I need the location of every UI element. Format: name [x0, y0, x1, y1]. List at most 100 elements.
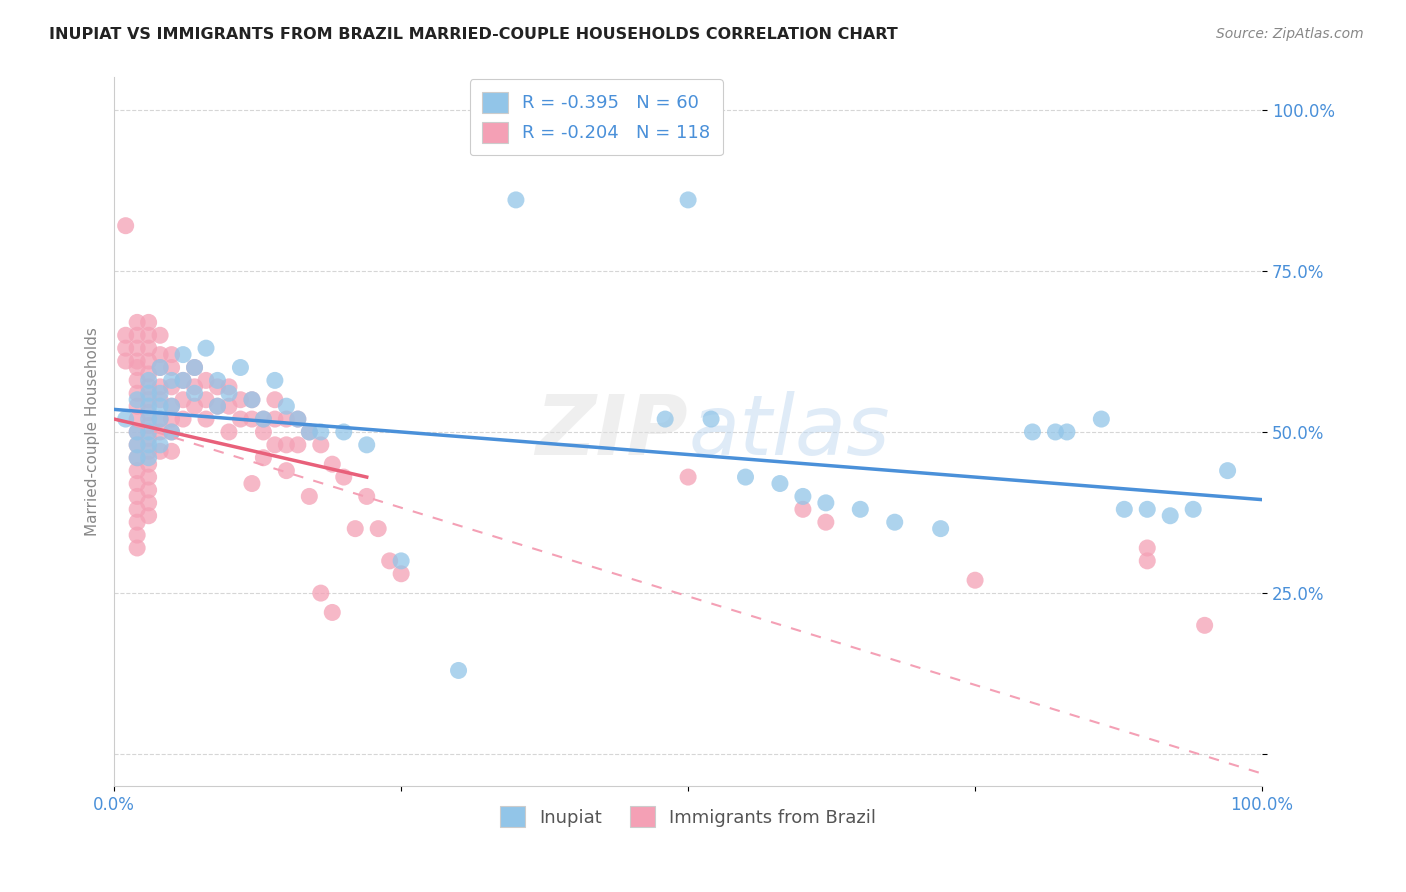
- Point: [160, 373, 183, 387]
- Point: [1136, 502, 1159, 516]
- Point: [264, 412, 287, 426]
- Point: [138, 399, 160, 413]
- Point: [127, 425, 149, 439]
- Point: [138, 457, 160, 471]
- Point: [172, 412, 194, 426]
- Point: [127, 464, 149, 478]
- Point: [1216, 464, 1239, 478]
- Point: [252, 450, 274, 465]
- Point: [138, 438, 160, 452]
- Point: [127, 425, 149, 439]
- Point: [138, 425, 160, 439]
- Point: [160, 412, 183, 426]
- Point: [676, 193, 699, 207]
- Point: [138, 483, 160, 497]
- Point: [229, 412, 252, 426]
- Point: [883, 515, 905, 529]
- Text: ZIP: ZIP: [536, 392, 688, 473]
- Point: [195, 373, 218, 387]
- Point: [127, 386, 149, 401]
- Point: [367, 522, 389, 536]
- Point: [183, 360, 205, 375]
- Point: [172, 373, 194, 387]
- Point: [183, 386, 205, 401]
- Point: [276, 412, 298, 426]
- Point: [138, 386, 160, 401]
- Point: [676, 470, 699, 484]
- Point: [240, 412, 263, 426]
- Point: [183, 360, 205, 375]
- Point: [734, 470, 756, 484]
- Point: [389, 566, 412, 581]
- Point: [229, 360, 252, 375]
- Point: [1090, 412, 1112, 426]
- Point: [814, 515, 837, 529]
- Point: [149, 412, 172, 426]
- Point: [172, 373, 194, 387]
- Point: [149, 348, 172, 362]
- Point: [207, 373, 229, 387]
- Point: [769, 476, 792, 491]
- Point: [1182, 502, 1205, 516]
- Point: [298, 425, 321, 439]
- Point: [183, 399, 205, 413]
- Point: [309, 425, 332, 439]
- Point: [138, 392, 160, 407]
- Point: [149, 360, 172, 375]
- Point: [127, 476, 149, 491]
- Point: [252, 412, 274, 426]
- Point: [127, 490, 149, 504]
- Point: [1159, 508, 1181, 523]
- Point: [160, 380, 183, 394]
- Point: [138, 496, 160, 510]
- Point: [207, 399, 229, 413]
- Point: [218, 380, 240, 394]
- Point: [160, 348, 183, 362]
- Point: [207, 380, 229, 394]
- Point: [195, 341, 218, 355]
- Point: [378, 554, 401, 568]
- Legend: Inupiat, Immigrants from Brazil: Inupiat, Immigrants from Brazil: [492, 799, 883, 834]
- Point: [149, 392, 172, 407]
- Point: [218, 386, 240, 401]
- Point: [240, 392, 263, 407]
- Point: [138, 444, 160, 458]
- Point: [792, 490, 814, 504]
- Point: [183, 380, 205, 394]
- Point: [1136, 541, 1159, 555]
- Point: [114, 341, 136, 355]
- Point: [1194, 618, 1216, 632]
- Point: [218, 425, 240, 439]
- Point: [127, 528, 149, 542]
- Point: [114, 328, 136, 343]
- Point: [287, 412, 309, 426]
- Point: [218, 399, 240, 413]
- Point: [654, 412, 676, 426]
- Point: [114, 219, 136, 233]
- Point: [138, 508, 160, 523]
- Point: [240, 476, 263, 491]
- Point: [149, 438, 172, 452]
- Point: [195, 412, 218, 426]
- Point: [149, 399, 172, 413]
- Point: [127, 328, 149, 343]
- Point: [149, 444, 172, 458]
- Point: [138, 380, 160, 394]
- Point: [264, 392, 287, 407]
- Point: [332, 470, 354, 484]
- Point: [138, 470, 160, 484]
- Point: [447, 664, 470, 678]
- Point: [264, 373, 287, 387]
- Point: [114, 412, 136, 426]
- Point: [127, 412, 149, 426]
- Point: [127, 392, 149, 407]
- Text: Source: ZipAtlas.com: Source: ZipAtlas.com: [1216, 27, 1364, 41]
- Point: [127, 502, 149, 516]
- Point: [160, 399, 183, 413]
- Point: [114, 354, 136, 368]
- Point: [356, 438, 378, 452]
- Point: [505, 193, 527, 207]
- Point: [240, 392, 263, 407]
- Point: [344, 522, 367, 536]
- Point: [127, 360, 149, 375]
